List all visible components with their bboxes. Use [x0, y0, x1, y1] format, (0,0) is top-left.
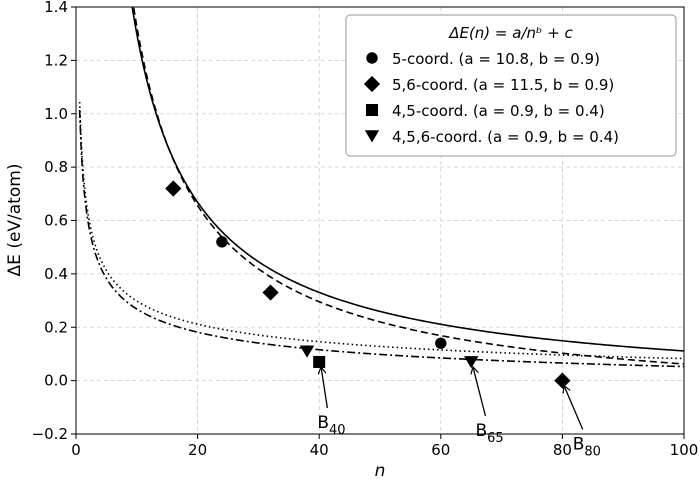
legend-marker-1: [366, 52, 378, 64]
legend-box: [345, 14, 677, 157]
data-point-series-1: [435, 337, 447, 349]
data-point-series-2: [165, 180, 182, 197]
y-tick-label: 0.4: [44, 265, 68, 283]
fit-curve-3: [78, 109, 684, 368]
y-axis: −0.2 0.0 0.2 0.4 0.6 0.8 1.0 1.2 1.4: [32, 0, 76, 443]
data-point-series-4: [464, 356, 479, 369]
x-tick-label: 100: [670, 441, 699, 459]
x-tick-label: 40: [310, 441, 329, 459]
legend-marker-2: [363, 75, 381, 93]
legend-title: ΔE(n) = a/nᵇ + c: [448, 24, 573, 42]
y-tick-label: 1.0: [44, 105, 68, 123]
y-tick-label: 1.2: [44, 51, 68, 69]
annotation-arrow: [321, 368, 329, 409]
annotations: B40 B65 B80: [317, 368, 601, 459]
y-tick-label: 1.4: [44, 0, 68, 16]
legend-marker-3: [366, 104, 378, 116]
x-tick-label: 20: [188, 441, 207, 459]
y-tick-label: 0.2: [44, 318, 68, 336]
y-axis-label: ΔE (eV/atom): [5, 164, 25, 277]
legend-label-4: 4,5,6-coord. (a = 0.9, b = 0.4): [392, 128, 619, 146]
legend-label-1: 5-coord. (a = 10.8, b = 0.9): [392, 50, 600, 68]
data-point-series-2: [262, 284, 279, 301]
legend-label-2: 5,6-coord. (a = 11.5, b = 0.9): [392, 76, 614, 94]
x-axis: 0 20 40 60 80 100: [71, 434, 698, 459]
x-tick-label: 60: [431, 441, 450, 459]
fit-curve-1: [131, 7, 684, 352]
annotation-arrow: [564, 387, 584, 430]
legend-label-3: 4,5-coord. (a = 0.9, b = 0.4): [392, 102, 605, 120]
y-tick-label: 0.0: [44, 372, 68, 390]
legend-marker-4: [364, 130, 380, 143]
x-tick-label: 0: [71, 441, 81, 459]
data-point-series-2: [554, 372, 571, 389]
y-tick-label: 0.8: [44, 158, 68, 176]
data-point-series-4: [299, 345, 315, 358]
annotation-label: B40: [317, 413, 345, 438]
data-point-series-3: [313, 355, 326, 368]
y-tick-label: −0.2: [32, 425, 68, 443]
fit-curve-2: [132, 7, 684, 365]
x-tick-label: 80: [553, 441, 572, 459]
data-points: [165, 180, 571, 389]
fit-curves: [78, 7, 684, 368]
annotation-arrow: [473, 368, 487, 417]
annotation-label: B80: [573, 434, 601, 459]
x-axis-label: n: [375, 461, 386, 480]
annotation-label: B65: [475, 421, 503, 446]
legend: ΔE(n) = a/nᵇ + c 5-coord. (a = 10.8, b =…: [345, 14, 677, 157]
data-point-series-1: [216, 236, 228, 248]
y-tick-label: 0.6: [44, 212, 68, 230]
